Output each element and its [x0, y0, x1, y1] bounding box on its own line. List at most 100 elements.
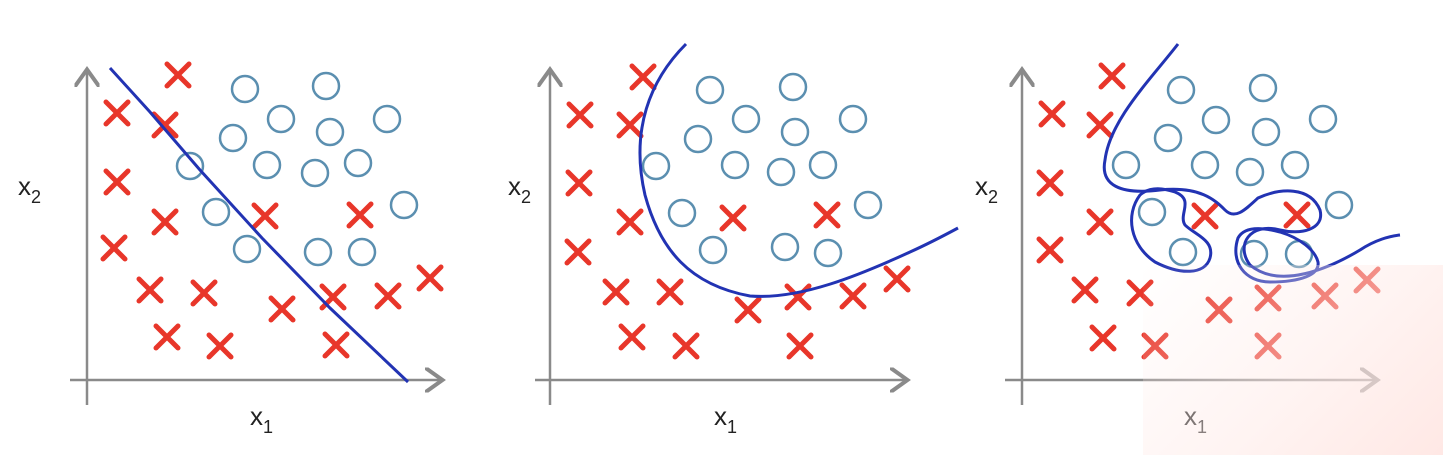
- cross-marker: [1086, 111, 1114, 139]
- cross-marker: [153, 323, 181, 351]
- y-axis-label: x2: [18, 171, 41, 207]
- cross-marker: [268, 295, 296, 323]
- cross-marker: [883, 265, 911, 293]
- cross-marker: [1036, 236, 1064, 264]
- circle-points: [1111, 73, 1354, 269]
- cross-marker: [616, 208, 644, 236]
- cross-marker: [1098, 62, 1126, 90]
- cross-marker: [136, 276, 164, 304]
- circle-marker: [1235, 157, 1265, 187]
- circle-marker: [266, 104, 296, 134]
- circle-marker: [1324, 190, 1354, 220]
- circle-marker: [218, 123, 248, 153]
- cross-marker: [151, 111, 179, 139]
- cross-marker: [322, 331, 350, 359]
- y-axis-label: x2: [508, 171, 531, 207]
- cross-marker: [734, 296, 762, 324]
- circle-marker: [1248, 73, 1278, 103]
- cross-points: [564, 63, 911, 360]
- circle-points: [641, 72, 883, 268]
- circle-marker: [667, 198, 697, 228]
- cross-marker: [103, 168, 131, 196]
- x-axis-label: x1: [250, 401, 273, 437]
- circle-marker: [1153, 123, 1183, 153]
- circle-marker: [695, 75, 725, 105]
- circle-marker: [1284, 239, 1314, 269]
- circle-marker: [766, 157, 796, 187]
- circle-marker: [372, 104, 402, 134]
- cross-marker: [618, 323, 646, 351]
- cross-marker: [602, 278, 630, 306]
- circle-marker: [813, 238, 843, 268]
- decision-boundary: [108, 66, 410, 384]
- cross-marker: [151, 208, 179, 236]
- cross-marker: [1038, 100, 1066, 128]
- cross-marker: [374, 282, 402, 310]
- circle-points: [175, 71, 419, 267]
- circle-marker: [1251, 117, 1281, 147]
- circle-marker: [641, 151, 671, 181]
- circle-marker: [770, 232, 800, 262]
- boundary-island-left: [1130, 187, 1213, 273]
- y-axis-label: x2: [975, 171, 998, 207]
- cross-marker: [1191, 202, 1219, 230]
- cross-marker: [719, 204, 747, 232]
- cross-marker: [206, 332, 234, 360]
- background-tint: [1143, 265, 1443, 455]
- circle-marker: [315, 117, 345, 147]
- circle-marker: [731, 104, 761, 134]
- cross-marker: [566, 101, 594, 129]
- cross-marker: [100, 234, 128, 262]
- circle-marker: [780, 117, 810, 147]
- circle-marker: [838, 104, 868, 134]
- circle-marker: [1201, 105, 1231, 135]
- cross-marker: [616, 111, 644, 139]
- panel-quadratic: x1 x2: [508, 42, 959, 437]
- circle-marker: [252, 150, 282, 180]
- cross-points: [100, 61, 444, 360]
- cross-marker: [1086, 208, 1114, 236]
- circle-marker: [698, 235, 728, 265]
- circle-marker: [303, 237, 333, 267]
- cross-marker: [656, 278, 684, 306]
- circle-marker: [347, 237, 377, 267]
- cross-marker: [190, 279, 218, 307]
- x-axis-label: x1: [714, 401, 737, 437]
- cross-marker: [1283, 201, 1311, 229]
- circle-marker: [720, 150, 750, 180]
- cross-marker: [1089, 324, 1117, 352]
- circle-marker: [230, 74, 260, 104]
- circle-marker: [1137, 197, 1167, 227]
- cross-marker: [786, 332, 814, 360]
- circle-marker: [1111, 150, 1141, 180]
- cross-marker: [1036, 169, 1064, 197]
- cross-marker: [813, 201, 841, 229]
- cross-marker: [564, 238, 592, 266]
- circle-marker: [808, 150, 838, 180]
- cross-marker: [251, 202, 279, 230]
- circle-marker: [232, 234, 262, 264]
- cross-marker: [629, 63, 657, 91]
- panel-linear: x1 x2: [18, 61, 444, 437]
- circle-marker: [1168, 237, 1198, 267]
- circle-marker: [1280, 150, 1310, 180]
- cross-marker: [672, 332, 700, 360]
- circle-marker: [1308, 104, 1338, 134]
- circle-marker: [1166, 75, 1196, 105]
- circle-marker: [175, 151, 205, 181]
- cross-marker: [103, 99, 131, 127]
- circle-marker: [683, 124, 713, 154]
- cross-marker: [164, 61, 192, 89]
- circle-marker: [201, 197, 231, 227]
- decision-boundary: [638, 42, 959, 298]
- cross-marker: [839, 282, 867, 310]
- cross-marker: [416, 264, 444, 292]
- circle-marker: [311, 71, 341, 101]
- cross-marker: [565, 169, 593, 197]
- cross-marker: [1071, 276, 1099, 304]
- circle-marker: [300, 158, 330, 188]
- circle-marker: [389, 190, 419, 220]
- circle-marker: [1190, 150, 1220, 180]
- cross-marker: [346, 201, 374, 229]
